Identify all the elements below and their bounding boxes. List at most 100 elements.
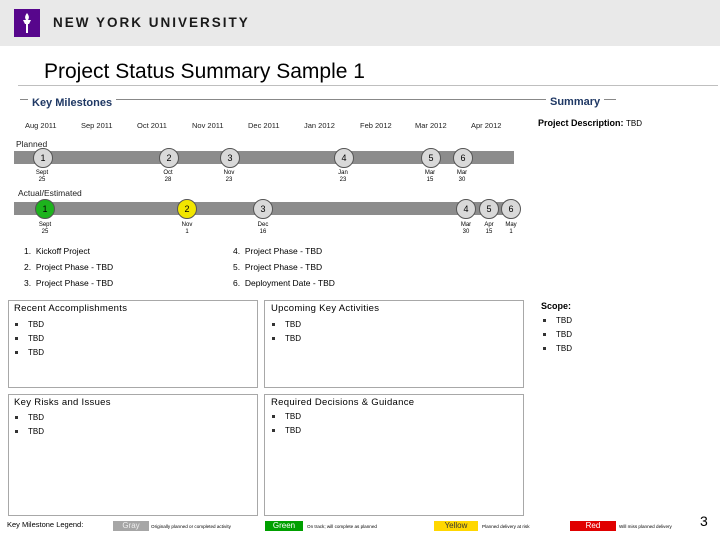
list-item: TBD [15,334,44,343]
step-text: Project Phase - TBD [35,262,114,272]
actual-milestone: 6 [501,199,521,219]
actual-milestone: 2 [177,199,197,219]
bullet-icon [15,323,18,327]
scope-item: TBD [543,330,572,339]
actual-date: Dec 16 [257,222,269,235]
list-item: TBD [15,320,44,329]
bullet-icon [543,319,546,323]
bullet-icon [15,430,18,434]
scope-label: Scope: [541,301,572,311]
bullet-icon [543,333,546,337]
month-label: Feb 2012 [360,121,392,130]
month-label: Mar 2012 [415,121,447,130]
milestone-step: 6. Deployment Date - TBD [233,278,335,288]
milestone-step: 2. Project Phase - TBD [24,262,113,272]
list-item: TBD [15,348,44,357]
actual-milestone: 1 [35,199,55,219]
project-description-label: Project Description: [538,118,624,128]
bullet-icon [272,429,275,433]
legend-swatch-red: Red [570,521,616,531]
planned-milestone: 4 [334,148,354,168]
bullet-icon [15,337,18,341]
page-number: 3 [700,513,708,529]
planned-milestone: 5 [421,148,441,168]
planned-date: Mar 15 [424,170,436,183]
step-number: 3. [24,278,32,288]
month-label: Aug 2011 [25,121,57,130]
legend-desc-gray: Originally planned or completed activity [151,524,231,529]
step-number: 5. [233,262,241,272]
list-item: TBD [272,426,301,435]
planned-date: Sept 25 [35,170,49,183]
key-risks-issues-box: Key Risks and Issues TBD TBD [8,394,258,516]
recent-accomplishments-box: Recent Accomplishments TBD TBD TBD [8,300,258,388]
month-label: Dec 2011 [248,121,280,130]
planned-timeline-bar [14,151,514,164]
month-label: Oct 2011 [137,121,167,130]
page-title: Project Status Summary Sample 1 [44,60,365,83]
actual-date: Apr 15 [484,222,494,235]
scope-item: TBD [543,316,572,325]
list-item: TBD [15,427,44,436]
bullet-icon [15,416,18,420]
planned-milestone: 1 [33,148,53,168]
actual-date: Mar 30 [460,222,472,235]
step-number: 4. [233,246,241,256]
header-bar [0,0,720,46]
planned-milestone: 6 [453,148,473,168]
list-item: TBD [272,412,301,421]
bullet-icon [272,337,275,341]
actual-milestone: 4 [456,199,476,219]
actual-date: Sept 25 [38,222,52,235]
legend-desc-red: Will miss planned delivery [619,524,672,529]
legend-swatch-yellow: Yellow [434,521,478,531]
actual-date: Nov 1 [181,222,193,235]
legend-label: Key Milestone Legend: [7,520,84,529]
milestone-step: 3. Project Phase - TBD [24,278,113,288]
legend-desc-green: On track; will complete as planned [307,524,377,529]
step-text: Deployment Date - TBD [244,278,335,288]
planned-date: Nov 23 [223,170,235,183]
step-number: 1. [24,246,32,256]
step-number: 6. [233,278,241,288]
planned-milestone: 2 [159,148,179,168]
bullet-icon [543,347,546,351]
planned-milestone: 3 [220,148,240,168]
planned-date: Oct 28 [163,170,173,183]
summary-heading: Summary [546,96,605,108]
step-text: Project Phase - TBD [244,246,323,256]
project-description-value: TBD [626,119,643,128]
actual-milestone: 5 [479,199,499,219]
step-text: Project Phase - TBD [244,262,323,272]
planned-label: Planned [16,139,48,149]
actual-estimated-label: Actual/Estimated [18,188,82,198]
bullet-icon [15,351,18,355]
upcoming-key-activities-box: Upcoming Key Activities TBD TBD [264,300,524,388]
actual-date: May 1 [505,222,517,235]
box-title: Recent Accomplishments [14,303,128,314]
planned-date: Mar 30 [456,170,468,183]
box-title: Required Decisions & Guidance [271,397,415,408]
list-item: TBD [15,413,44,422]
bullet-icon [272,323,275,327]
legend-swatch-green: Green [265,521,303,531]
milestones-header-line [20,99,616,100]
actual-milestone: 3 [253,199,273,219]
box-title: Upcoming Key Activities [271,303,380,314]
planned-date: Jan 23 [338,170,348,183]
box-title: Key Risks and Issues [14,397,111,408]
list-item: TBD [272,334,301,343]
project-description: Project Description: TBD [538,118,642,128]
month-label: Sep 2011 [81,121,113,130]
required-decisions-box: Required Decisions & Guidance TBD TBD [264,394,524,516]
list-item: TBD [272,320,301,329]
step-text: Kickoff Project [35,246,90,256]
legend-swatch-gray: Gray [113,521,149,531]
legend-desc-yellow: Planned delivery at risk [482,524,530,529]
month-label: Jan 2012 [304,121,335,130]
scope-item: TBD [543,344,572,353]
key-milestones-heading: Key Milestones [28,97,117,109]
nyu-torch-logo-icon [14,9,40,37]
university-name: NEW YORK UNIVERSITY [53,15,250,30]
milestone-step: 4. Project Phase - TBD [233,246,322,256]
